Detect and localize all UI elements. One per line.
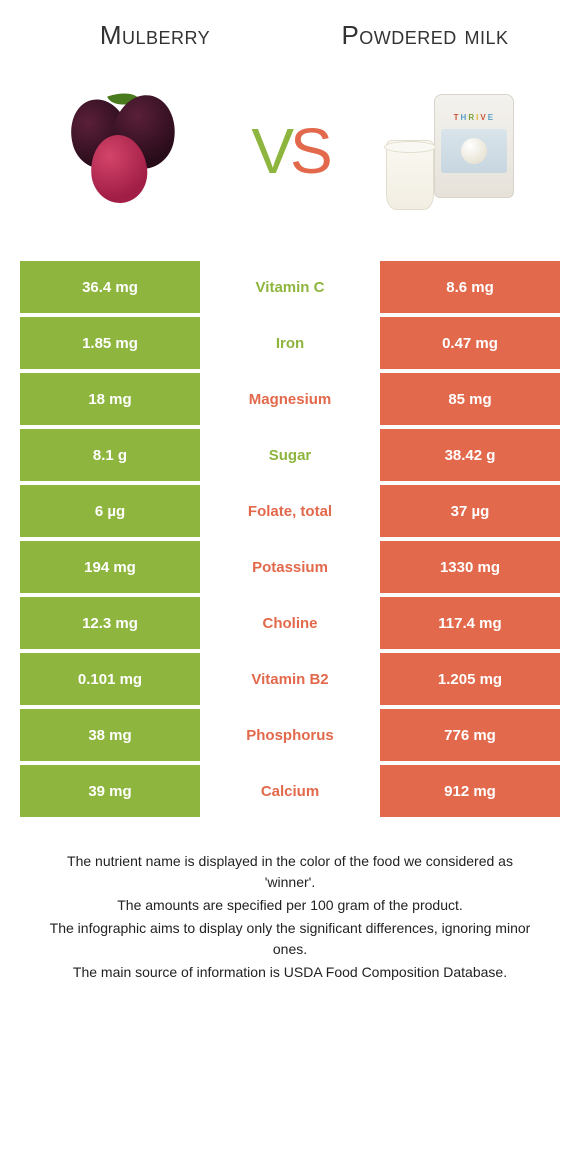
nutrient-table: 36.4 mgVitamin C8.6 mg1.85 mgIron0.47 mg…: [0, 261, 580, 817]
right-value: 0.47 mg: [380, 317, 560, 369]
nutrient-name: Magnesium: [200, 373, 380, 425]
right-value: 8.6 mg: [380, 261, 560, 313]
left-value: 194 mg: [20, 541, 200, 593]
left-value: 18 mg: [20, 373, 200, 425]
image-row: VS THRIVE: [0, 51, 580, 261]
left-title: Mulberry: [20, 20, 290, 51]
left-value: 12.3 mg: [20, 597, 200, 649]
table-row: 36.4 mgVitamin C8.6 mg: [20, 261, 560, 313]
footer-line: The main source of information is USDA F…: [40, 962, 540, 983]
right-value: 1.205 mg: [380, 653, 560, 705]
vs-v: V: [251, 115, 290, 187]
right-value: 38.42 g: [380, 429, 560, 481]
right-image: THRIVE: [339, 81, 560, 221]
right-value: 85 mg: [380, 373, 560, 425]
table-row: 38 mgPhosphorus776 mg: [20, 709, 560, 761]
nutrient-name: Choline: [200, 597, 380, 649]
table-row: 8.1 gSugar38.42 g: [20, 429, 560, 481]
nutrient-name: Phosphorus: [200, 709, 380, 761]
nutrient-name: Iron: [200, 317, 380, 369]
nutrient-name: Potassium: [200, 541, 380, 593]
footer-notes: The nutrient name is displayed in the co…: [0, 821, 580, 1025]
table-row: 18 mgMagnesium85 mg: [20, 373, 560, 425]
table-row: 6 µgFolate, total37 µg: [20, 485, 560, 537]
nutrient-name: Sugar: [200, 429, 380, 481]
vs-label: VS: [241, 114, 338, 188]
table-row: 0.101 mgVitamin B21.205 mg: [20, 653, 560, 705]
nutrient-name: Vitamin C: [200, 261, 380, 313]
vs-s: S: [290, 115, 329, 187]
right-value: 1330 mg: [380, 541, 560, 593]
left-value: 38 mg: [20, 709, 200, 761]
left-value: 0.101 mg: [20, 653, 200, 705]
left-value: 6 µg: [20, 485, 200, 537]
milk-icon: THRIVE: [374, 86, 524, 216]
table-row: 194 mgPotassium1330 mg: [20, 541, 560, 593]
nutrient-name: Calcium: [200, 765, 380, 817]
table-row: 39 mgCalcium912 mg: [20, 765, 560, 817]
footer-line: The nutrient name is displayed in the co…: [40, 851, 540, 893]
right-value: 912 mg: [380, 765, 560, 817]
right-value: 776 mg: [380, 709, 560, 761]
footer-line: The infographic aims to display only the…: [40, 918, 540, 960]
left-value: 36.4 mg: [20, 261, 200, 313]
nutrient-name: Vitamin B2: [200, 653, 380, 705]
right-value: 117.4 mg: [380, 597, 560, 649]
left-image: [20, 81, 241, 221]
mulberry-icon: [61, 91, 201, 211]
left-value: 1.85 mg: [20, 317, 200, 369]
right-title: Powdered milk: [290, 20, 560, 51]
table-row: 1.85 mgIron0.47 mg: [20, 317, 560, 369]
left-value: 8.1 g: [20, 429, 200, 481]
left-value: 39 mg: [20, 765, 200, 817]
right-value: 37 µg: [380, 485, 560, 537]
table-row: 12.3 mgCholine117.4 mg: [20, 597, 560, 649]
footer-line: The amounts are specified per 100 gram o…: [40, 895, 540, 916]
nutrient-name: Folate, total: [200, 485, 380, 537]
infographic: Mulberry Powdered milk VS THRIVE 36: [0, 0, 580, 1025]
title-row: Mulberry Powdered milk: [0, 20, 580, 51]
